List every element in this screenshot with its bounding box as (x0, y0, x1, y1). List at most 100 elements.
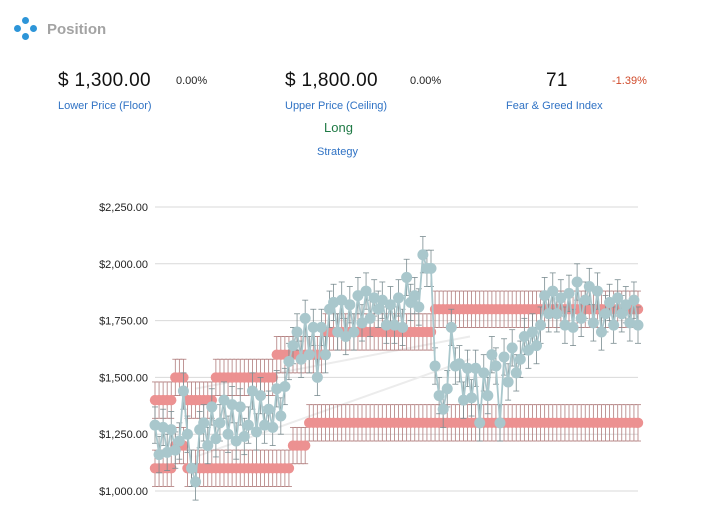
price-point (486, 349, 498, 361)
price-point (275, 410, 287, 422)
y-tick-label: $1,000.00 (99, 486, 148, 498)
strategy-label: Strategy (317, 146, 358, 158)
price-point (494, 417, 506, 429)
price-point (600, 308, 612, 320)
price-point (478, 367, 490, 379)
price-point (177, 385, 189, 397)
page-title: Position (47, 20, 107, 38)
price-point (267, 421, 279, 433)
price-point (279, 380, 291, 392)
price-point (263, 403, 275, 415)
lower-point (299, 440, 311, 451)
price-point (409, 290, 421, 302)
price-point (173, 435, 185, 447)
price-point (283, 355, 295, 367)
price-point (336, 294, 348, 306)
lower-price-change: 0.00% (176, 75, 208, 87)
price-point (393, 292, 405, 304)
price-point (445, 321, 457, 333)
y-tick-label: $1,750.00 (99, 316, 148, 328)
price-point (470, 362, 482, 374)
price-point (579, 294, 591, 306)
price-point (344, 299, 356, 311)
price-point (319, 349, 331, 361)
lower-point (283, 463, 295, 474)
price-point (563, 287, 575, 299)
price-point (616, 308, 628, 320)
price-point (291, 326, 303, 338)
price-point (356, 317, 368, 329)
price-point (628, 294, 640, 306)
price-point (567, 321, 579, 333)
page-header: Position (14, 14, 106, 44)
price-point (307, 321, 319, 333)
price-point (583, 281, 595, 293)
price-point (539, 290, 551, 302)
price-point (417, 249, 429, 261)
price-point (482, 390, 494, 402)
price-point (401, 271, 413, 283)
price-point (230, 435, 242, 447)
price-line (154, 254, 639, 483)
price-point (246, 385, 258, 397)
price-point (433, 390, 445, 402)
diamond-dots-logo-icon (14, 17, 38, 41)
upper-price-change: 0.00% (410, 75, 442, 87)
price-point (591, 285, 603, 297)
price-point (214, 417, 226, 429)
price-point (299, 312, 311, 324)
price-point (295, 353, 307, 365)
price-point (604, 296, 616, 308)
price-point (287, 340, 299, 352)
price-point (514, 353, 526, 365)
y-tick-label: $2,000.00 (99, 259, 148, 271)
upper-price-value: $ 1,800.00 (285, 70, 378, 91)
price-point (547, 285, 559, 297)
price-point (198, 417, 210, 429)
price-point (531, 340, 543, 352)
y-tick-label: $1,500.00 (99, 372, 148, 384)
price-point (571, 276, 583, 288)
price-point (202, 440, 214, 452)
price-point (360, 285, 372, 297)
price-point (376, 294, 388, 306)
price-point (462, 362, 474, 374)
price-point (332, 326, 344, 338)
price-point (181, 428, 193, 440)
price-point (190, 476, 202, 488)
price-point (255, 390, 267, 402)
price-point (242, 419, 254, 431)
price-point (413, 301, 425, 313)
price-point (206, 401, 218, 413)
price-point (441, 383, 453, 395)
price-point (522, 344, 534, 356)
price-point (612, 292, 624, 304)
price-point (352, 290, 364, 302)
y-tick-label: $1,250.00 (99, 429, 148, 441)
fear-greed-label: Fear & Greed Index (506, 100, 603, 112)
fear-greed-change: -1.39% (612, 75, 647, 87)
price-point (169, 444, 181, 456)
upper-price-label: Upper Price (Ceiling) (285, 100, 388, 112)
price-point (210, 433, 222, 445)
price-point (490, 360, 502, 372)
price-point (425, 262, 437, 274)
price-point (498, 351, 510, 363)
price-point (510, 367, 522, 379)
price-point (575, 312, 587, 324)
price-point (311, 371, 323, 383)
price-point (535, 319, 547, 331)
price-point (587, 317, 599, 329)
price-point (348, 326, 360, 338)
price-point (518, 331, 530, 343)
price-point (555, 292, 567, 304)
lower-price-label: Lower Price (Floor) (58, 100, 152, 112)
strategy-value: Long (324, 120, 353, 135)
price-point (384, 299, 396, 311)
price-point (234, 401, 246, 413)
price-point (429, 360, 441, 372)
price-point (372, 303, 384, 315)
price-point (620, 299, 632, 311)
price-point (397, 321, 409, 333)
